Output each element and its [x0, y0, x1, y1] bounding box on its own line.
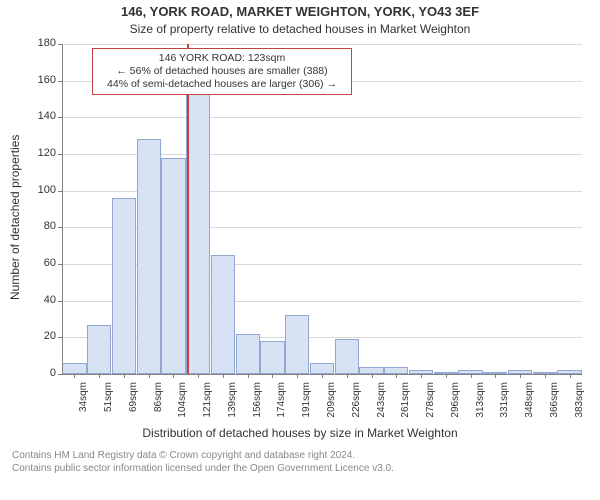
x-tick-mark — [495, 374, 496, 378]
histogram-bar — [384, 367, 408, 374]
y-tick-label: 80 — [28, 220, 56, 232]
y-tick-label: 100 — [28, 184, 56, 196]
x-tick-label: 139sqm — [227, 382, 238, 422]
x-tick-label: 243sqm — [376, 382, 387, 422]
x-tick-label: 51sqm — [103, 382, 114, 422]
x-tick-label: 191sqm — [301, 382, 312, 422]
x-tick-mark — [198, 374, 199, 378]
x-tick-label: 34sqm — [78, 382, 89, 422]
subject-annotation: 146 YORK ROAD: 123sqm← 56% of detached h… — [92, 48, 352, 95]
histogram-bar — [236, 334, 260, 374]
x-tick-mark — [248, 374, 249, 378]
y-tick-label: 60 — [28, 257, 56, 269]
y-axis-label: Number of detached properties — [8, 135, 22, 300]
y-tick-label: 180 — [28, 37, 56, 49]
x-tick-mark — [149, 374, 150, 378]
x-tick-mark — [520, 374, 521, 378]
x-tick-label: 348sqm — [524, 382, 535, 422]
x-tick-label: 261sqm — [400, 382, 411, 422]
y-tick-label: 160 — [28, 74, 56, 86]
x-tick-mark — [297, 374, 298, 378]
x-tick-label: 313sqm — [475, 382, 486, 422]
x-tick-mark — [173, 374, 174, 378]
histogram-bar — [186, 72, 210, 375]
x-tick-mark — [396, 374, 397, 378]
chart-title: 146, YORK ROAD, MARKET WEIGHTON, YORK, Y… — [0, 4, 600, 19]
x-tick-mark — [446, 374, 447, 378]
x-tick-mark — [124, 374, 125, 378]
attribution-text: Contains HM Land Registry data © Crown c… — [12, 450, 394, 475]
x-tick-mark — [223, 374, 224, 378]
histogram-bar — [62, 363, 86, 374]
histogram-bar — [161, 158, 185, 374]
x-tick-mark — [372, 374, 373, 378]
x-tick-label: 383sqm — [574, 382, 585, 422]
x-tick-mark — [471, 374, 472, 378]
x-tick-mark — [421, 374, 422, 378]
chart-subtitle: Size of property relative to detached ho… — [0, 22, 600, 36]
y-tick-label: 40 — [28, 294, 56, 306]
histogram-bar — [335, 339, 359, 374]
plot-area: 146 YORK ROAD: 123sqm← 56% of detached h… — [62, 44, 582, 374]
y-axis-line — [62, 44, 63, 374]
gridline — [62, 44, 582, 45]
x-tick-label: 296sqm — [450, 382, 461, 422]
x-tick-mark — [347, 374, 348, 378]
x-tick-mark — [570, 374, 571, 378]
histogram-bar — [211, 255, 235, 374]
x-tick-mark — [545, 374, 546, 378]
histogram-bar — [137, 139, 161, 374]
x-tick-label: 174sqm — [276, 382, 287, 422]
x-tick-label: 69sqm — [128, 382, 139, 422]
x-tick-label: 331sqm — [499, 382, 510, 422]
x-tick-label: 121sqm — [202, 382, 213, 422]
x-tick-label: 278sqm — [425, 382, 436, 422]
x-tick-label: 366sqm — [549, 382, 560, 422]
x-tick-mark — [99, 374, 100, 378]
x-tick-mark — [74, 374, 75, 378]
histogram-bar — [260, 341, 284, 374]
y-tick-label: 140 — [28, 110, 56, 122]
y-tick-label: 120 — [28, 147, 56, 159]
gridline — [62, 117, 582, 118]
x-tick-label: 86sqm — [153, 382, 164, 422]
histogram-bar — [87, 325, 111, 375]
x-tick-mark — [322, 374, 323, 378]
chart-container: 146, YORK ROAD, MARKET WEIGHTON, YORK, Y… — [0, 0, 600, 500]
x-tick-label: 209sqm — [326, 382, 337, 422]
y-tick-label: 20 — [28, 330, 56, 342]
histogram-bar — [310, 363, 334, 374]
histogram-bar — [112, 198, 136, 374]
histogram-bar — [359, 367, 383, 374]
y-tick-label: 0 — [28, 367, 56, 379]
x-axis-caption: Distribution of detached houses by size … — [0, 426, 600, 440]
x-tick-label: 156sqm — [252, 382, 263, 422]
x-tick-mark — [272, 374, 273, 378]
x-tick-label: 226sqm — [351, 382, 362, 422]
x-tick-label: 104sqm — [177, 382, 188, 422]
histogram-bar — [285, 315, 309, 374]
